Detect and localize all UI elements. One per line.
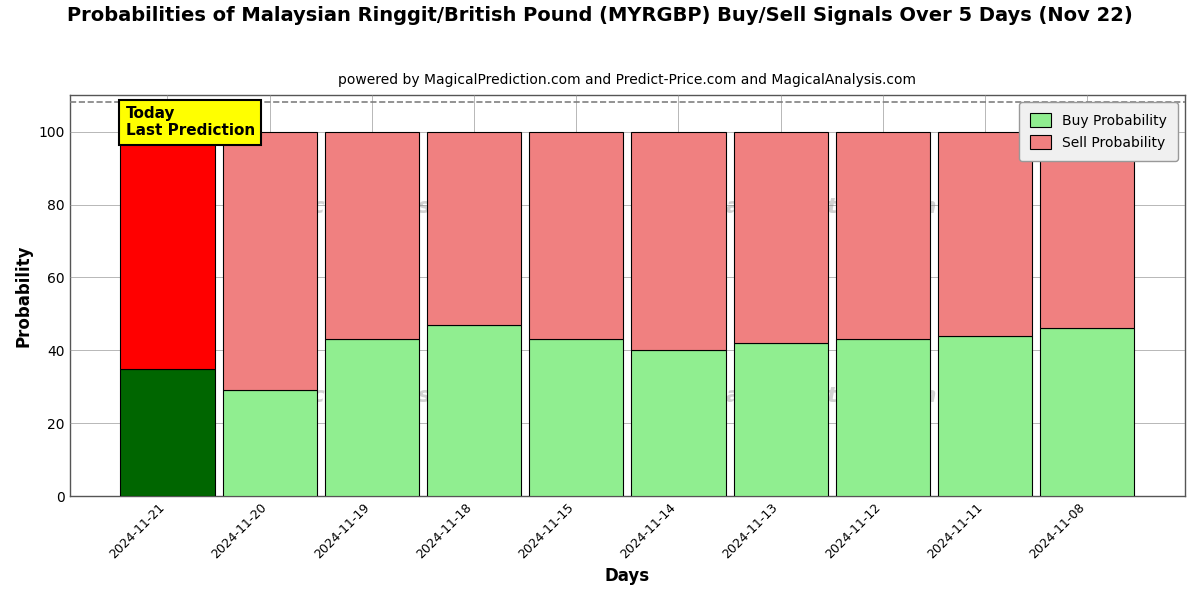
Bar bbox=[733, 131, 828, 343]
Y-axis label: Probability: Probability bbox=[14, 244, 34, 347]
Bar bbox=[223, 131, 317, 391]
Bar bbox=[1040, 328, 1134, 496]
Bar bbox=[938, 131, 1032, 336]
Bar bbox=[1040, 131, 1134, 328]
Bar bbox=[529, 131, 623, 340]
Bar bbox=[938, 336, 1032, 496]
Text: Today
Last Prediction: Today Last Prediction bbox=[126, 106, 254, 139]
Bar bbox=[427, 131, 521, 325]
Bar bbox=[427, 325, 521, 496]
Bar bbox=[836, 340, 930, 496]
Bar bbox=[836, 131, 930, 340]
Bar bbox=[631, 131, 726, 350]
Bar bbox=[325, 131, 419, 340]
X-axis label: Days: Days bbox=[605, 567, 650, 585]
Text: MagicalPrediction.com: MagicalPrediction.com bbox=[653, 197, 937, 217]
Text: MagicalAnalysis.com: MagicalAnalysis.com bbox=[252, 386, 512, 406]
Bar bbox=[529, 340, 623, 496]
Bar bbox=[631, 350, 726, 496]
Text: Probabilities of Malaysian Ringgit/British Pound (MYRGBP) Buy/Sell Signals Over : Probabilities of Malaysian Ringgit/Briti… bbox=[67, 6, 1133, 25]
Bar bbox=[733, 343, 828, 496]
Legend: Buy Probability, Sell Probability: Buy Probability, Sell Probability bbox=[1019, 102, 1178, 161]
Text: MagicalPrediction.com: MagicalPrediction.com bbox=[653, 386, 937, 406]
Text: MagicalAnalysis.com: MagicalAnalysis.com bbox=[252, 197, 512, 217]
Bar bbox=[325, 340, 419, 496]
Bar bbox=[120, 131, 215, 368]
Bar bbox=[223, 391, 317, 496]
Title: powered by MagicalPrediction.com and Predict-Price.com and MagicalAnalysis.com: powered by MagicalPrediction.com and Pre… bbox=[338, 73, 917, 87]
Bar bbox=[120, 368, 215, 496]
